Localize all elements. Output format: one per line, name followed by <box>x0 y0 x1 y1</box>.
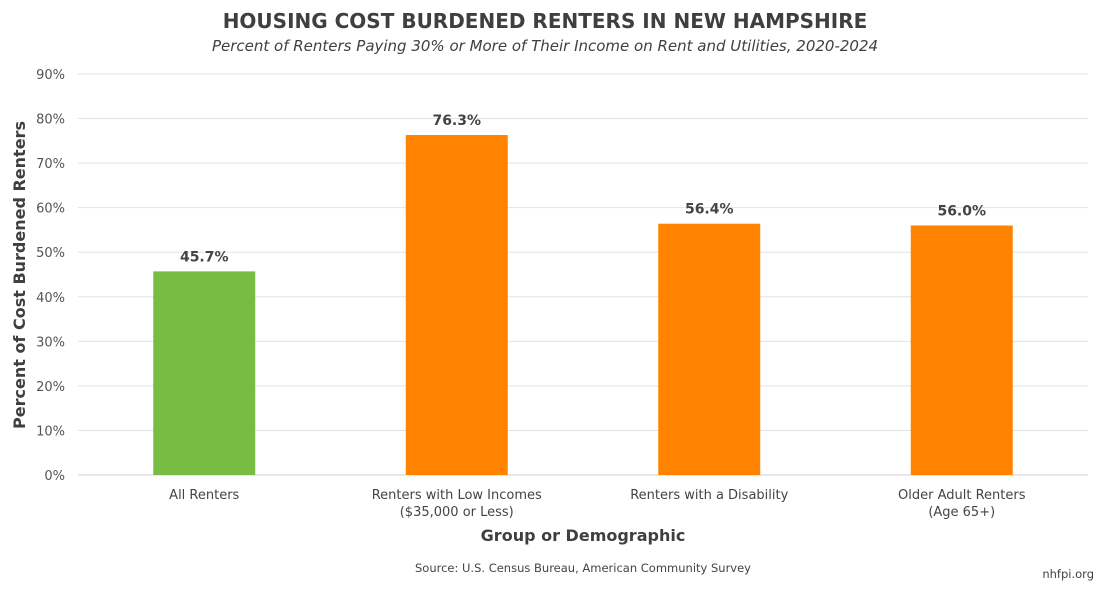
y-tick-label: 60% <box>36 202 65 217</box>
y-tick-label: 70% <box>36 157 65 172</box>
x-axis-label: Group or Demographic <box>481 526 686 545</box>
y-axis-label: Percent of Cost Burdened Renters <box>10 121 29 429</box>
data-label: 56.4% <box>685 202 734 218</box>
source-note: Source: U.S. Census Bureau, American Com… <box>415 561 751 575</box>
data-label: 76.3% <box>432 113 481 129</box>
y-tick-label: 20% <box>36 380 65 395</box>
bars: 45.7% All Renters 76.3% Renters with Low In… <box>153 113 1026 520</box>
x-tick-label: Older Adult Renters <box>898 488 1026 503</box>
y-tick-label: 90% <box>36 68 65 83</box>
y-tick-label: 80% <box>36 113 65 128</box>
bar <box>153 271 256 475</box>
bar <box>405 135 508 475</box>
credit: nhfpi.org <box>1042 567 1094 581</box>
y-tick-label: 30% <box>36 335 65 350</box>
y-tick-label: 10% <box>36 424 65 439</box>
gridlines: 0% 10% 20% 30% 40% 50% 60% 70% 80% 90% <box>36 68 1088 484</box>
y-tick-label: 0% <box>44 469 65 484</box>
y-tick-label: 50% <box>36 246 65 261</box>
x-tick-label: ($35,000 or Less) <box>400 505 514 520</box>
x-tick-label: Renters with a Disability <box>630 488 788 503</box>
chart-title: HOUSING COST BURDENED RENTERS IN NEW HAM… <box>223 9 868 33</box>
data-label: 45.7% <box>180 249 229 265</box>
x-tick-label: (Age 65+) <box>928 505 995 520</box>
y-tick-label: 40% <box>36 291 65 306</box>
bar <box>658 223 761 475</box>
chart-subtitle: Percent of Renters Paying 30% or More of… <box>212 37 878 55</box>
data-label: 56.0% <box>937 203 986 219</box>
x-tick-label: All Renters <box>169 488 239 503</box>
bar <box>910 225 1013 475</box>
x-tick-label: Renters with Low Incomes <box>372 488 542 503</box>
